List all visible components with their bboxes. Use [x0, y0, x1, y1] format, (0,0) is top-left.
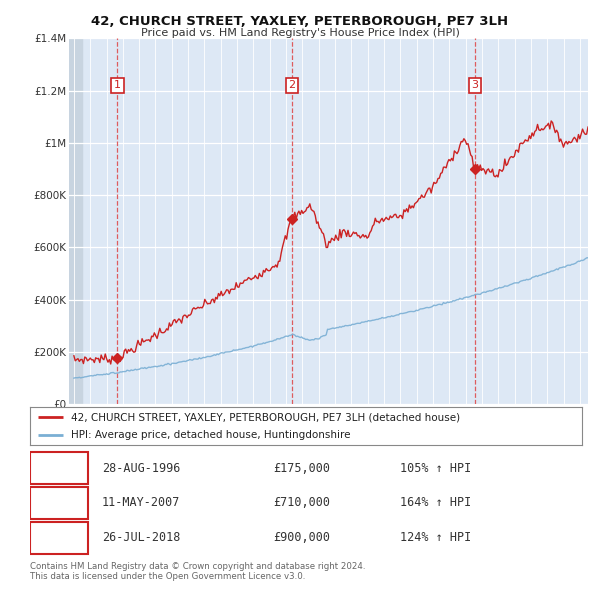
Text: HPI: Average price, detached house, Huntingdonshire: HPI: Average price, detached house, Hunt… [71, 430, 351, 440]
Text: 124% ↑ HPI: 124% ↑ HPI [400, 532, 471, 545]
FancyBboxPatch shape [30, 452, 88, 484]
FancyBboxPatch shape [30, 487, 88, 519]
Text: £175,000: £175,000 [273, 461, 330, 474]
Text: 42, CHURCH STREET, YAXLEY, PETERBOROUGH, PE7 3LH (detached house): 42, CHURCH STREET, YAXLEY, PETERBOROUGH,… [71, 412, 461, 422]
Text: 2: 2 [55, 496, 62, 510]
Text: 26-JUL-2018: 26-JUL-2018 [102, 532, 180, 545]
Text: Price paid vs. HM Land Registry's House Price Index (HPI): Price paid vs. HM Land Registry's House … [140, 28, 460, 38]
Text: 28-AUG-1996: 28-AUG-1996 [102, 461, 180, 474]
Text: £710,000: £710,000 [273, 496, 330, 510]
Text: 3: 3 [472, 80, 478, 90]
Text: 164% ↑ HPI: 164% ↑ HPI [400, 496, 471, 510]
Text: 105% ↑ HPI: 105% ↑ HPI [400, 461, 471, 474]
FancyBboxPatch shape [30, 522, 88, 554]
Text: 42, CHURCH STREET, YAXLEY, PETERBOROUGH, PE7 3LH: 42, CHURCH STREET, YAXLEY, PETERBOROUGH,… [91, 15, 509, 28]
Text: Contains HM Land Registry data © Crown copyright and database right 2024.
This d: Contains HM Land Registry data © Crown c… [30, 562, 365, 581]
Text: 11-MAY-2007: 11-MAY-2007 [102, 496, 180, 510]
Bar [69, 38, 83, 404]
Text: 1: 1 [55, 461, 62, 474]
Text: 2: 2 [289, 80, 296, 90]
Text: £900,000: £900,000 [273, 532, 330, 545]
Text: 3: 3 [55, 532, 62, 545]
Text: 1: 1 [114, 80, 121, 90]
